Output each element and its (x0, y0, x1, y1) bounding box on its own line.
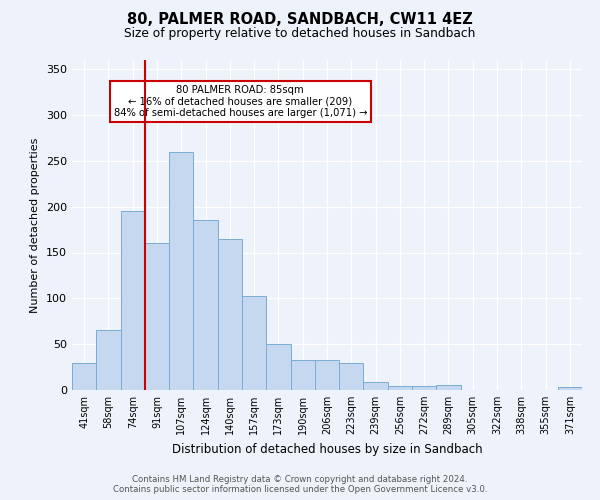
Bar (193, 220, 218, 390)
Text: Contains HM Land Registry data © Crown copyright and database right 2024.
Contai: Contains HM Land Registry data © Crown c… (113, 474, 487, 494)
Text: Size of property relative to detached houses in Sandbach: Size of property relative to detached ho… (124, 28, 476, 40)
Bar (290, 360, 315, 390)
Bar (72, 362, 96, 390)
Bar (96, 330, 121, 390)
X-axis label: Distribution of detached houses by size in Sandbach: Distribution of detached houses by size … (172, 442, 482, 456)
Bar (169, 152, 193, 390)
Bar (436, 386, 461, 390)
Y-axis label: Number of detached properties: Number of detached properties (31, 138, 40, 312)
Text: 80 PALMER ROAD: 85sqm
← 16% of detached houses are smaller (209)
84% of semi-det: 80 PALMER ROAD: 85sqm ← 16% of detached … (113, 84, 367, 118)
Text: 80, PALMER ROAD, SANDBACH, CW11 4EZ: 80, PALMER ROAD, SANDBACH, CW11 4EZ (127, 12, 473, 28)
Bar (242, 296, 266, 390)
Bar (364, 382, 388, 390)
Bar (339, 362, 364, 390)
Bar (558, 387, 582, 390)
Bar (315, 360, 339, 390)
Bar (412, 386, 436, 390)
Bar (121, 211, 145, 390)
Bar (218, 239, 242, 390)
Bar (145, 244, 169, 390)
Bar (388, 386, 412, 390)
Bar (266, 344, 290, 390)
